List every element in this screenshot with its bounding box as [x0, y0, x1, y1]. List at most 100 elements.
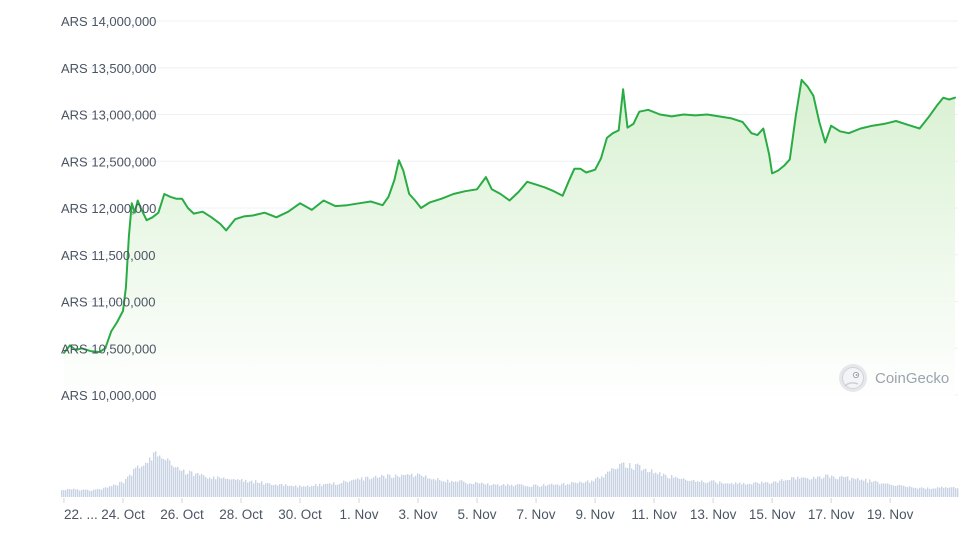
- volume-bar: [349, 481, 351, 497]
- volume-bar: [799, 478, 801, 497]
- volume-bar: [839, 476, 841, 497]
- volume-bar: [429, 478, 431, 497]
- volume-bar: [423, 477, 425, 497]
- y-tick-label: ARS 13,000,000: [61, 108, 156, 123]
- volume-bar: [623, 462, 625, 497]
- volume-bar: [739, 482, 741, 497]
- volume-bar: [107, 487, 109, 497]
- volume-bar: [745, 484, 747, 497]
- volume-bar: [723, 483, 725, 497]
- volume-bar: [231, 479, 233, 497]
- volume-bar: [287, 485, 289, 497]
- volume-bar: [817, 476, 819, 497]
- volume-bar: [367, 476, 369, 497]
- volume-bar: [445, 482, 447, 497]
- volume-bar: [281, 483, 283, 497]
- volume-bar: [773, 481, 775, 497]
- volume-bar: [147, 463, 149, 497]
- volume-bar: [595, 478, 597, 497]
- volume-bar: [63, 490, 65, 497]
- volume-bar: [831, 475, 833, 497]
- volume-bar: [273, 485, 275, 497]
- volume-bar: [93, 489, 95, 497]
- volume-bar: [389, 474, 391, 497]
- volume-bar: [931, 488, 933, 497]
- volume-bar: [357, 478, 359, 497]
- x-tick-label: 30. Oct: [278, 507, 322, 522]
- volume-bar: [395, 474, 397, 497]
- volume-bar: [69, 489, 71, 497]
- volume-bar: [583, 483, 585, 497]
- volume-bar: [593, 481, 595, 497]
- volume-bar: [715, 482, 717, 497]
- volume-bar: [111, 486, 113, 497]
- volume-bar: [601, 476, 603, 497]
- volume-bar: [947, 488, 949, 497]
- volume-bar: [225, 478, 227, 497]
- volume-bar: [369, 479, 371, 497]
- price-line-layer: [63, 78, 956, 354]
- volume-bar: [769, 484, 771, 497]
- volume-bar: [275, 484, 277, 497]
- volume-bar: [475, 481, 477, 497]
- volume-bar: [221, 478, 223, 497]
- volume-bar: [359, 479, 361, 497]
- volume-bar: [347, 482, 349, 497]
- volume-bar: [183, 469, 185, 497]
- volume-bar: [645, 468, 647, 497]
- volume-bar: [75, 489, 77, 497]
- y-tick-label: ARS 14,000,000: [61, 14, 156, 29]
- volume-bar: [303, 486, 305, 497]
- volume-bar: [143, 465, 145, 497]
- volume-bar: [381, 474, 383, 497]
- volume-bar: [299, 485, 301, 497]
- volume-bar: [735, 482, 737, 497]
- volume-bar: [679, 478, 681, 497]
- volume-bar: [65, 490, 67, 497]
- volume-bar: [77, 489, 79, 497]
- volume-bar: [863, 480, 865, 497]
- volume-bar: [907, 487, 909, 497]
- volume-bar: [577, 483, 579, 497]
- volume-bar: [119, 481, 121, 497]
- volume-bar: [741, 484, 743, 497]
- volume-bar: [401, 474, 403, 497]
- volume-bar: [845, 476, 847, 497]
- volume-bar: [711, 480, 713, 497]
- volume-bar: [387, 474, 389, 497]
- volume-bar: [653, 473, 655, 497]
- volume-bar: [67, 488, 69, 497]
- volume-bar: [393, 477, 395, 497]
- volume-bar: [185, 474, 187, 497]
- volume-bar: [83, 489, 85, 497]
- volume-bar: [781, 479, 783, 497]
- volume-bar: [127, 476, 129, 497]
- volume-bar: [917, 488, 919, 497]
- volume-bar: [171, 465, 173, 497]
- volume-bar: [267, 482, 269, 497]
- volume-bar: [329, 483, 331, 497]
- volume-bar: [409, 475, 411, 497]
- volume-bar: [437, 478, 439, 497]
- volume-bar: [207, 478, 209, 497]
- volume-bar: [325, 484, 327, 497]
- price-line: [63, 78, 956, 354]
- volume-bar: [81, 489, 83, 497]
- volume-bar: [939, 487, 941, 497]
- volume-bar: [169, 460, 171, 497]
- volume-bar: [469, 483, 471, 497]
- volume-bar: [285, 484, 287, 497]
- volume-bar: [155, 451, 157, 497]
- y-tick-label: ARS 11,500,000: [61, 248, 155, 263]
- volume-bar: [733, 484, 735, 497]
- volume-bar: [527, 486, 529, 497]
- volume-bar: [743, 482, 745, 497]
- volume-bar: [851, 477, 853, 497]
- volume-bar: [311, 485, 313, 497]
- coingecko-watermark: CoinGecko: [839, 364, 949, 392]
- volume-bar: [837, 479, 839, 497]
- volume-bar: [501, 485, 503, 497]
- volume-bar: [677, 478, 679, 497]
- volume-bar: [867, 482, 869, 497]
- volume-bar: [307, 485, 309, 497]
